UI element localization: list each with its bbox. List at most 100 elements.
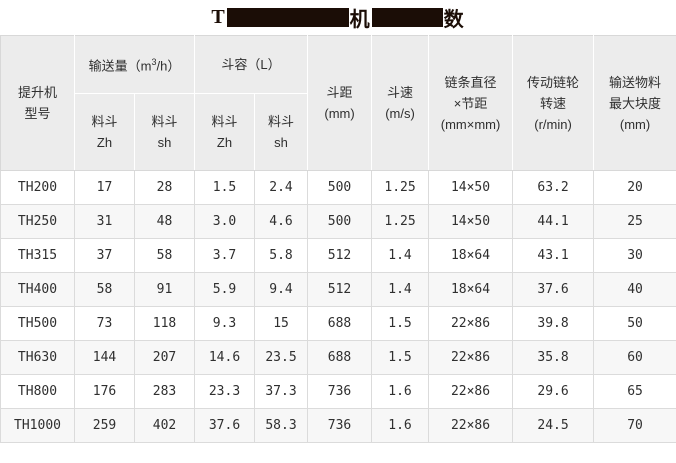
table-row: TH200 17 28 1.5 2.4 500 1.25 14×50 63.2 20	[0, 170, 676, 205]
value-cell: 512	[307, 238, 373, 273]
value-cell: 91	[133, 272, 196, 307]
value-cell: 736	[307, 408, 373, 443]
title-redaction-bar-1	[226, 8, 349, 27]
value-cell: 283	[133, 374, 196, 409]
value-cell: 37	[74, 238, 135, 273]
header-line: (mm×mm)	[440, 116, 501, 132]
title-visible-prefix: T	[211, 6, 226, 28]
table-header: 提升机 型号 输送量（m3/h） 斗容（L） 斗距 (mm) 斗速 (m/s) …	[0, 35, 676, 171]
table-row: TH500 73 118 9.3 15 688 1.5 22×86 39.8 50	[0, 306, 676, 341]
value-cell: 1.5	[371, 340, 430, 375]
header-line: (r/min)	[534, 116, 572, 132]
header-line: sh	[157, 135, 172, 150]
value-cell: 73	[74, 306, 135, 341]
superscript-3: 3	[151, 57, 157, 68]
header-line: Zh	[216, 135, 233, 150]
value-cell: 3.7	[194, 238, 256, 273]
value-cell: 1.5	[371, 306, 430, 341]
header-volume-sub-zh: 料斗 Zh	[194, 93, 256, 171]
value-cell: 30	[593, 238, 676, 273]
value-cell: 63.2	[512, 170, 595, 205]
value-cell: 688	[307, 340, 373, 375]
model-cell: TH1000	[0, 408, 75, 443]
value-cell: 22×86	[428, 374, 514, 409]
value-cell: 24.5	[512, 408, 595, 443]
value-cell: 5.8	[254, 238, 309, 273]
value-cell: 14×50	[428, 170, 514, 205]
value-cell: 4.6	[254, 204, 309, 239]
title-visible-suffix: 数	[443, 9, 465, 31]
header-line: (mm)	[324, 106, 355, 121]
value-cell: 1.4	[371, 238, 430, 273]
model-cell: TH400	[0, 272, 75, 307]
value-cell: 22×86	[428, 408, 514, 443]
value-cell: 28	[133, 170, 196, 205]
value-cell: 500	[307, 170, 373, 205]
header-line: 型号	[24, 106, 51, 121]
header-line: 传动链轮	[527, 74, 580, 90]
value-cell: 37.6	[194, 408, 256, 443]
header-bucket-speed: 斗速 (m/s)	[371, 35, 430, 171]
value-cell: 23.3	[194, 374, 256, 409]
header-line: 料斗	[211, 114, 238, 129]
model-cell: TH250	[0, 204, 75, 239]
value-cell: 39.8	[512, 306, 595, 341]
table-row: TH250 31 48 3.0 4.6 500 1.25 14×50 44.1 25	[0, 204, 676, 239]
value-cell: 44.1	[512, 204, 595, 239]
value-cell: 60	[593, 340, 676, 375]
value-cell: 2.4	[254, 170, 309, 205]
model-cell: TH800	[0, 374, 75, 409]
value-cell: 259	[74, 408, 135, 443]
value-cell: 25	[593, 204, 676, 239]
value-cell: 1.25	[371, 204, 430, 239]
table-row: TH630 144 207 14.6 23.5 688 1.5 22×86 35.8 60	[0, 340, 676, 375]
model-cell: TH500	[0, 306, 75, 341]
value-cell: 500	[307, 204, 373, 239]
header-capacity-sub-sh: 料斗 sh	[133, 93, 196, 171]
value-cell: 37.3	[254, 374, 309, 409]
value-cell: 14×50	[428, 204, 514, 239]
value-cell: 1.4	[371, 272, 430, 307]
value-cell: 144	[74, 340, 135, 375]
value-cell: 40	[593, 272, 676, 307]
title-visible-middle: 机	[349, 9, 371, 31]
header-line: ×节距	[453, 95, 488, 111]
value-cell: 50	[593, 306, 676, 341]
table-body: TH200 17 28 1.5 2.4 500 1.25 14×50 63.2 20 TH250 31…	[0, 170, 676, 443]
value-cell: 1.25	[371, 170, 430, 205]
value-cell: 37.6	[512, 272, 595, 307]
value-cell: 22×86	[428, 306, 514, 341]
value-cell: 18×64	[428, 272, 514, 307]
table-row: TH400 58 91 5.9 9.4 512 1.4 18×64 37.6 40	[0, 272, 676, 307]
header-line: 料斗	[91, 114, 118, 129]
header-volume-sub-sh: 料斗 sh	[254, 93, 309, 171]
value-cell: 58.3	[254, 408, 309, 443]
header-line: 提升机	[17, 85, 57, 100]
header-sub-row: 料斗 Zh 料斗 sh 料斗 Zh 料斗 sh	[1, 93, 676, 171]
header-line: 斗距	[326, 85, 353, 100]
value-cell: 29.6	[512, 374, 595, 409]
title-redaction-bar-2	[371, 8, 443, 27]
value-cell: 15	[254, 306, 309, 341]
value-cell: 118	[133, 306, 196, 341]
header-capacity-group: 输送量（m3/h）	[73, 35, 196, 94]
header-text: /h）	[156, 58, 181, 74]
value-cell: 31	[74, 204, 135, 239]
value-cell: 3.0	[194, 204, 256, 239]
model-cell: TH315	[0, 238, 75, 273]
value-cell: 1.6	[371, 408, 430, 443]
header-max-lump-size: 输送物料 最大块度 (mm)	[593, 35, 676, 171]
header-line: 链条直径	[444, 74, 497, 90]
value-cell: 18×64	[428, 238, 514, 273]
value-cell: 65	[593, 374, 676, 409]
value-cell: 1.6	[371, 374, 430, 409]
value-cell: 736	[307, 374, 373, 409]
value-cell: 1.5	[194, 170, 256, 205]
model-cell: TH200	[0, 170, 75, 205]
value-cell: 35.8	[512, 340, 595, 375]
header-chain-spec: 链条直径 ×节距 (mm×mm)	[428, 35, 514, 171]
value-cell: 14.6	[194, 340, 256, 375]
header-sprocket-speed: 传动链轮 转速 (r/min)	[512, 35, 595, 171]
header-bucket-pitch: 斗距 (mm)	[307, 35, 373, 171]
header-volume-group: 斗容（L）	[194, 35, 309, 94]
